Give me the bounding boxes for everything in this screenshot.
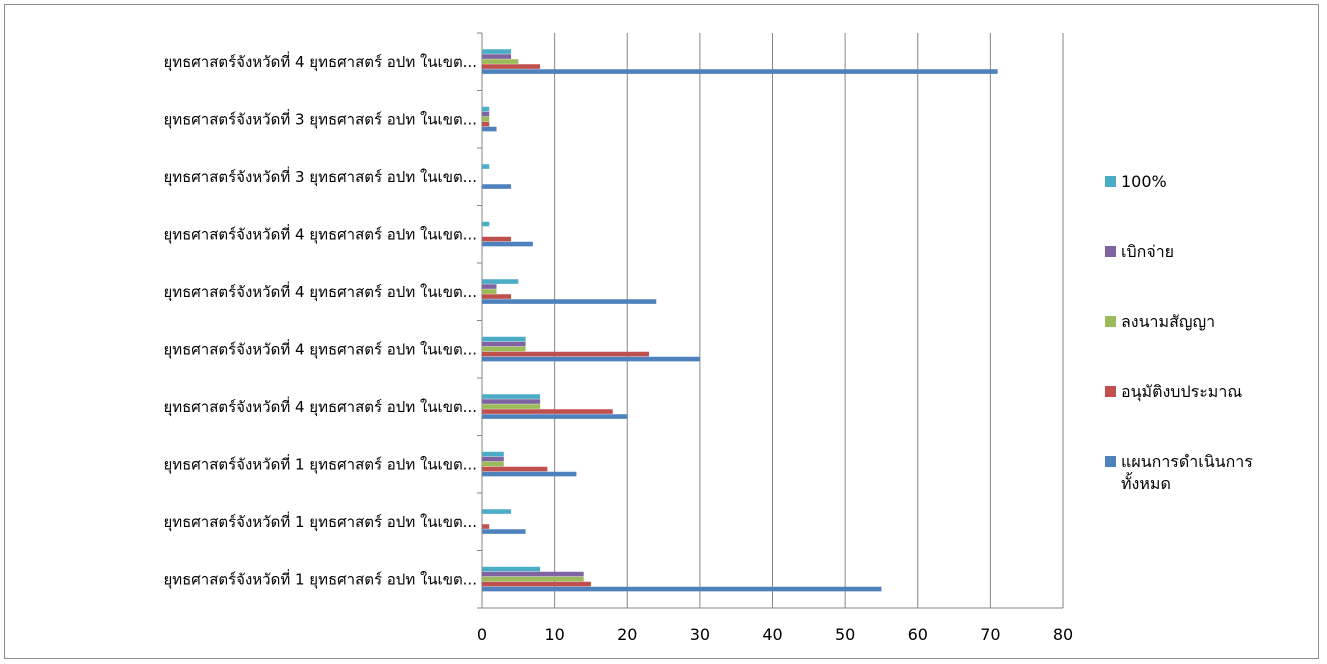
bar	[482, 576, 584, 582]
x-tick-label: 30	[690, 625, 710, 644]
legend-label-line: ทั้งหมด	[1121, 472, 1171, 493]
bar	[482, 49, 512, 54]
bar	[482, 399, 541, 404]
bar	[482, 466, 548, 472]
x-tick-label: 40	[762, 625, 782, 644]
bar	[482, 116, 490, 122]
bar	[482, 106, 490, 112]
bar	[482, 59, 519, 64]
x-tick-label: 70	[980, 625, 1000, 644]
bar	[482, 571, 584, 577]
bar	[482, 236, 512, 242]
bar	[482, 461, 504, 467]
bar	[482, 471, 577, 477]
category-label: ยุทธศาสตร์จังหวัดที่ 4 ยุทธศาสตร์ อปท ใน…	[163, 338, 477, 359]
category-label: ยุทธศาสตร์จังหวัดที่ 4 ยุทธศาสตร์ อปท ใน…	[163, 223, 477, 244]
bar	[482, 54, 512, 59]
legend-label-line: 100%	[1121, 172, 1167, 191]
legend-label-line: แผนการดำเนินการ	[1121, 452, 1253, 471]
bar	[482, 294, 512, 299]
bar	[482, 241, 533, 247]
legend-label-line: เบิกจ่าย	[1121, 242, 1174, 261]
bar	[482, 581, 591, 587]
legend-label: อนุมัติงบประมาณ	[1121, 382, 1242, 402]
legend-label-line: อนุมัติงบประมาณ	[1121, 382, 1242, 402]
bar	[482, 351, 650, 357]
legend-label: เบิกจ่าย	[1121, 242, 1174, 261]
category-label: ยุทธศาสตร์จังหวัดที่ 1 ยุทธศาสตร์ อปท ใน…	[163, 568, 477, 589]
bar	[482, 394, 541, 399]
bar	[482, 529, 526, 534]
chart-frame: 0 10 20 30 40 50 60 70 80 ยุทธศาสตร์จังหวัดที่ 4 …	[4, 4, 1319, 659]
x-tick-label: 60	[908, 625, 928, 644]
bar	[482, 451, 504, 457]
bar	[482, 184, 512, 189]
bar	[482, 409, 613, 414]
bar	[482, 121, 490, 127]
bar	[482, 524, 490, 529]
bar	[482, 64, 541, 69]
x-tick-label: 10	[544, 625, 564, 644]
category-label: ยุทธศาสตร์จังหวัดที่ 4 ยุทธศาสตร์ อปท ใน…	[163, 396, 477, 417]
legend-swatch	[1105, 316, 1116, 327]
bar	[482, 586, 882, 592]
x-tick-label: 80	[1053, 625, 1073, 644]
bar	[482, 566, 541, 572]
bar	[482, 346, 526, 352]
bar	[482, 69, 998, 74]
bar	[482, 356, 700, 362]
legend-swatch	[1105, 246, 1116, 257]
bar	[482, 111, 490, 117]
category-label: ยุทธศาสตร์จังหวัดที่ 1 ยุทธศาสตร์ อปท ใน…	[163, 511, 477, 532]
legend-label: แผนการดำเนินการทั้งหมด	[1121, 452, 1253, 493]
bar	[482, 509, 512, 514]
bar	[482, 221, 490, 227]
category-label: ยุทธศาสตร์จังหวัดที่ 4 ยุทธศาสตร์ อปท ใน…	[163, 281, 477, 302]
x-tick-label: 50	[835, 625, 855, 644]
category-label: ยุทธศาสตร์จังหวัดที่ 3 ยุทธศาสตร์ อปท ใน…	[163, 108, 477, 129]
x-tick-label: 20	[617, 625, 637, 644]
bar	[482, 279, 519, 284]
legend-label-line: ลงนามสัญญา	[1121, 312, 1215, 331]
bar	[482, 456, 504, 462]
bar	[482, 336, 526, 342]
legend-label: ลงนามสัญญา	[1121, 312, 1215, 331]
legend-swatch	[1105, 176, 1116, 187]
bar	[482, 299, 657, 304]
bar	[482, 164, 490, 169]
legend-label: 100%	[1121, 172, 1167, 191]
bar	[482, 126, 497, 132]
bar	[482, 404, 541, 409]
bar	[482, 414, 628, 419]
bar-chart: 0 10 20 30 40 50 60 70 80 ยุทธศาสตร์จังหวัดที่ 4 …	[163, 32, 1253, 644]
legend-swatch	[1105, 456, 1116, 467]
category-label: ยุทธศาสตร์จังหวัดที่ 1 ยุทธศาสตร์ อปท ใน…	[163, 453, 477, 474]
bar	[482, 341, 526, 347]
bar	[482, 284, 497, 289]
legend-swatch	[1105, 386, 1116, 397]
category-label: ยุทธศาสตร์จังหวัดที่ 3 ยุทธศาสตร์ อปท ใน…	[163, 166, 477, 187]
category-label: ยุทธศาสตร์จังหวัดที่ 4 ยุทธศาสตร์ อปท ใน…	[163, 51, 477, 72]
x-tick-label: 0	[477, 625, 487, 644]
bar	[482, 289, 497, 294]
